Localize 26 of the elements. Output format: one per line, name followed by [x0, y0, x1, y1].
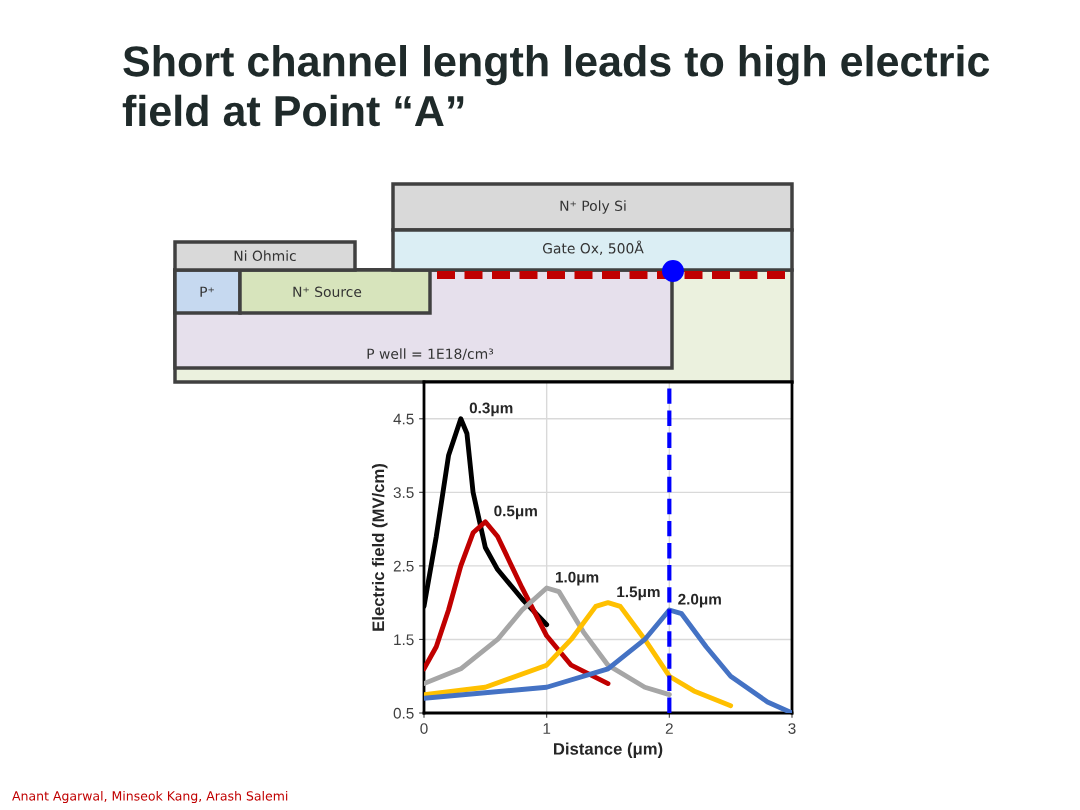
- y-tick-label: 1.5: [394, 634, 414, 646]
- chart-title: Short channel length leads to high electric field at Point “A”: [122, 45, 990, 127]
- y-tick-label: 0.5: [393, 707, 414, 719]
- y-tick-label: 2.5: [393, 560, 414, 572]
- x-axis-title: Distance (μm): [554, 742, 663, 759]
- x-tick-label: 1: [543, 723, 551, 734]
- x-tick-label: 0: [420, 723, 428, 734]
- y-tick-label: 3.5: [393, 487, 414, 499]
- text: P well = 1E18/cm³: [367, 348, 494, 361]
- line-series: [424, 519, 611, 687]
- text: P⁺: [200, 286, 214, 297]
- y-axis-title: Electric field (MV/cm): [371, 464, 388, 631]
- y-tick-label: 4.5: [393, 413, 414, 425]
- text: Ni Ohmic: [234, 250, 296, 262]
- text: N⁺ Poly Si: [560, 200, 626, 214]
- series-label: 1.0μm: [555, 571, 599, 586]
- text: Anant Agarwal, Minseok Kang, Arash Salemi: [12, 790, 288, 804]
- series-label: 0.3μm: [469, 402, 513, 417]
- series-label: 1.5μm: [617, 586, 660, 601]
- line-series: [424, 585, 672, 698]
- x-tick-label: 2: [665, 723, 673, 734]
- series-label: 2.0μm: [678, 593, 721, 608]
- x-tick-label: 3: [788, 723, 796, 734]
- series-label: 0.5μm: [494, 505, 537, 520]
- text: N⁺ Source: [293, 286, 362, 298]
- text: Gate Ox, 500Å: [542, 240, 644, 255]
